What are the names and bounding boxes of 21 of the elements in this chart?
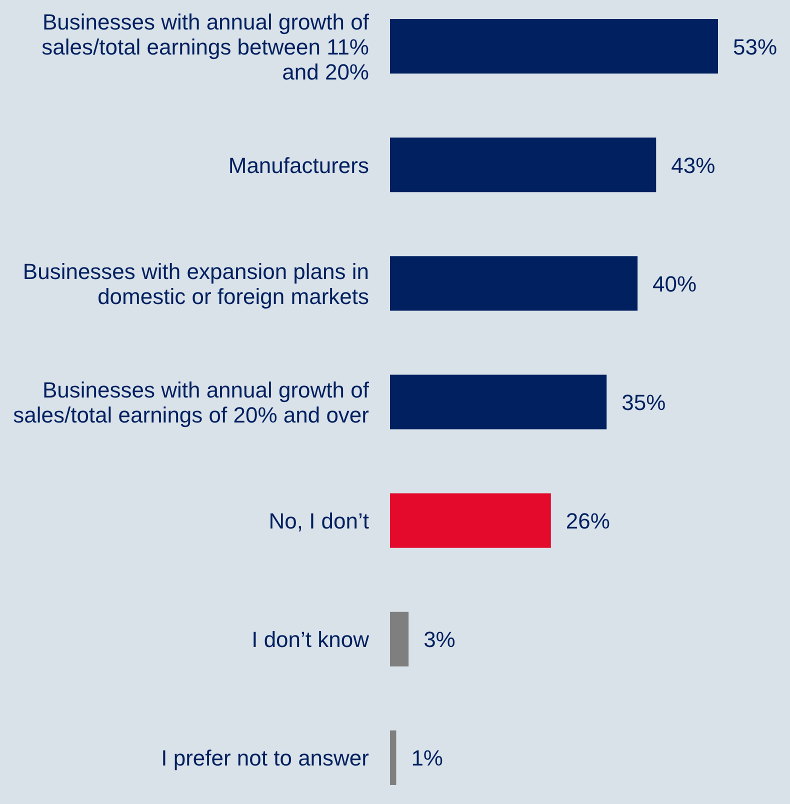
y-tick-label: Manufacturers (228, 152, 369, 178)
bar (390, 19, 718, 74)
y-tick-label: Businesses with annual growth of sales/total earnings of 20% and over (13, 378, 370, 428)
y-tick-label: I don’t know (252, 627, 370, 652)
data-label: 53% (733, 34, 778, 60)
y-tick-label: I prefer not to answer (161, 746, 369, 771)
y-tick-label: Businesses with expansion plans in domestic or foreign markets (22, 258, 369, 309)
data-label: 43% (671, 152, 716, 178)
bar (390, 612, 409, 666)
data-label: 35% (622, 390, 666, 415)
y-tick-label: Businesses with annual growth of sales/total earnings between 11% and 20% (42, 9, 370, 84)
bar (390, 138, 656, 192)
data-label: 3% (424, 627, 456, 652)
data-label: 26% (566, 508, 610, 534)
bar (390, 493, 551, 548)
bar (390, 256, 638, 311)
y-tick-label: No, I don’t (268, 508, 369, 534)
data-label: 40% (652, 271, 697, 296)
bar (390, 730, 396, 785)
data-label: 1% (411, 746, 443, 771)
bar (390, 374, 607, 430)
